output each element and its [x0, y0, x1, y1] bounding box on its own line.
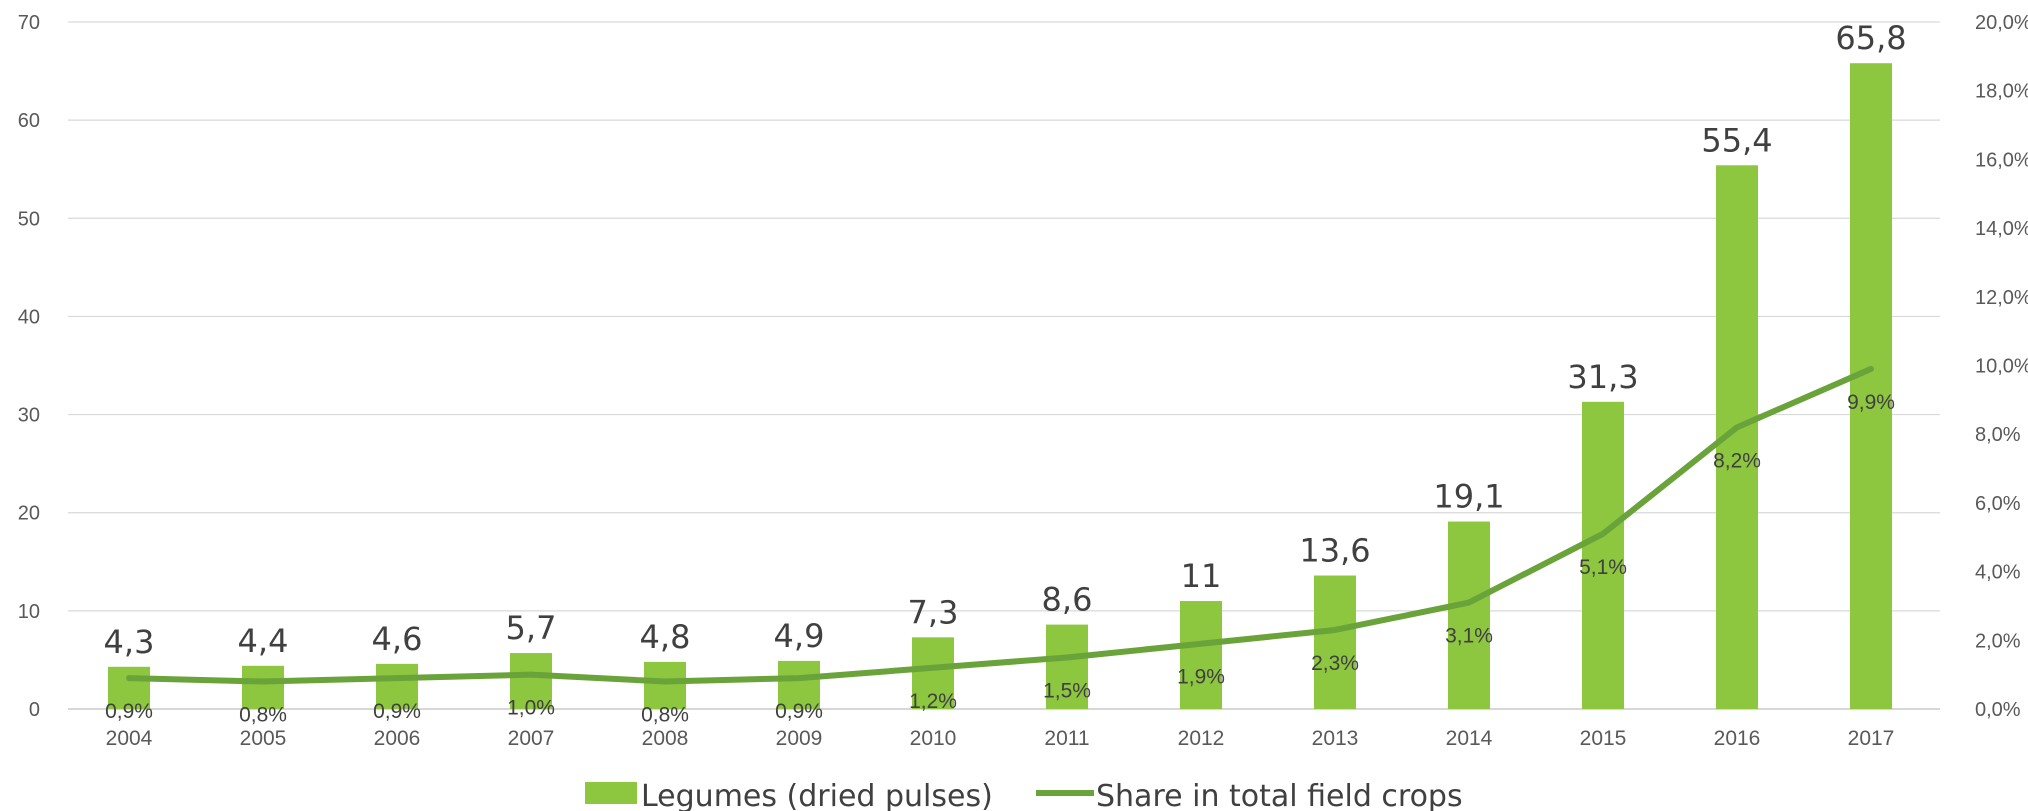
line-value-label: 1,2%	[909, 690, 957, 713]
right-axis-tick-label: 12,0%	[1975, 287, 2028, 309]
bar	[242, 665, 284, 709]
bar-value-label: 11	[1181, 557, 1222, 595]
line-point	[1332, 627, 1338, 633]
left-axis-tick-label: 20	[18, 503, 40, 525]
legend-label-share: Share in total field crops	[1096, 779, 1463, 811]
bar-value-label: 7,3	[908, 593, 959, 631]
right-axis-tick-label: 18,0%	[1975, 81, 2028, 103]
line-value-label: 0,8%	[641, 704, 689, 727]
left-axis-tick-label: 50	[18, 208, 40, 230]
line-value-label: 9,9%	[1847, 391, 1895, 414]
line-point	[528, 672, 534, 678]
left-axis-tick-label: 10	[18, 601, 40, 623]
right-axis-tick-label: 4,0%	[1975, 562, 2021, 584]
bar	[108, 666, 150, 709]
line-point	[1600, 531, 1606, 537]
bar-value-label: 4,9	[774, 617, 825, 655]
bar	[1582, 401, 1624, 709]
line-value-label: 0,9%	[373, 700, 421, 723]
line-point	[662, 679, 668, 685]
bar-value-label: 4,3	[104, 623, 155, 661]
bar-value-label: 65,8	[1835, 19, 1906, 57]
x-axis-tick-label: 2016	[1714, 727, 1761, 750]
left-axis-tick-label: 60	[18, 110, 40, 132]
bar-value-label: 4,8	[640, 618, 691, 656]
line-value-label: 0,9%	[775, 700, 823, 723]
x-axis-tick-label: 2006	[374, 727, 421, 750]
x-axis-tick-label: 2014	[1446, 727, 1493, 750]
line-point	[1198, 641, 1204, 647]
right-axis-tick-label: 14,0%	[1975, 218, 2028, 240]
bar	[912, 637, 954, 709]
bar-value-label: 4,6	[372, 620, 423, 658]
share-line	[126, 365, 1874, 685]
right-axis-tick-label: 20,0%	[1975, 12, 2028, 34]
x-axis-tick-label: 2011	[1044, 727, 1089, 750]
x-axis-tick-label: 2005	[240, 727, 287, 750]
left-axis-tick-label: 40	[18, 306, 40, 328]
bar	[778, 660, 820, 709]
bar-value-label: 8,6	[1042, 581, 1093, 619]
line-value-label: 3,1%	[1445, 625, 1493, 648]
bar	[1180, 601, 1222, 709]
bar	[1046, 624, 1088, 709]
bar	[644, 661, 686, 709]
bar-value-label: 4,4	[238, 622, 289, 660]
line-value-label: 2,3%	[1311, 652, 1359, 675]
bar-value-label: 13,6	[1299, 532, 1370, 570]
line-point	[394, 675, 400, 681]
legend-label-legumes: Legumes (dried pulses)	[641, 779, 993, 811]
x-axis-tick-label: 2017	[1848, 727, 1895, 750]
line-value-label: 0,8%	[239, 704, 287, 727]
bar	[1850, 63, 1892, 710]
line-value-label: 1,0%	[507, 697, 555, 720]
line-point	[1064, 654, 1070, 660]
x-axis-tick-label: 2013	[1312, 727, 1359, 750]
line-point	[796, 675, 802, 681]
right-axis-tick-label: 6,0%	[1975, 493, 2021, 515]
right-axis-tick-label: 8,0%	[1975, 424, 2021, 446]
right-axis-tick-label: 0,0%	[1975, 699, 2021, 721]
line-point	[1868, 366, 1874, 372]
x-axis-tick-label: 2009	[776, 727, 823, 750]
line-point	[930, 665, 936, 671]
x-axis-tick-label: 2007	[508, 727, 555, 750]
bar	[510, 653, 552, 709]
bar-value-label: 19,1	[1433, 478, 1504, 516]
line-value-label: 1,5%	[1043, 679, 1091, 702]
line-point	[260, 679, 266, 685]
bar	[1314, 575, 1356, 709]
right-axis-tick-label: 16,0%	[1975, 149, 2028, 171]
left-axis-tick-label: 70	[18, 12, 40, 34]
line-value-label: 8,2%	[1713, 449, 1761, 472]
right-axis-tick-label: 2,0%	[1975, 630, 2021, 652]
bar	[376, 663, 418, 709]
x-axis-tick-label: 2004	[106, 727, 153, 750]
bar	[1448, 521, 1490, 709]
bar-value-label: 5,7	[506, 609, 557, 647]
line-value-label: 1,9%	[1177, 666, 1225, 689]
x-axis-tick-label: 2012	[1178, 727, 1225, 750]
line-point	[1466, 600, 1472, 606]
right-axis-tick-label: 10,0%	[1975, 356, 2028, 378]
left-axis-tick-label: 0	[29, 699, 40, 721]
bar-value-label: 55,4	[1701, 121, 1772, 159]
left-axis-tick-label: 30	[18, 405, 40, 427]
legend-bar-swatch	[585, 782, 637, 804]
line-point	[1734, 424, 1740, 430]
line-point	[126, 675, 132, 681]
line-value-label: 5,1%	[1579, 556, 1627, 579]
bar-value-label: 31,3	[1567, 358, 1638, 396]
line-value-label: 0,9%	[105, 700, 153, 723]
x-axis-tick-label: 2008	[642, 727, 689, 750]
x-axis-tick-label: 2015	[1580, 727, 1627, 750]
x-axis-tick-label: 2010	[910, 727, 957, 750]
